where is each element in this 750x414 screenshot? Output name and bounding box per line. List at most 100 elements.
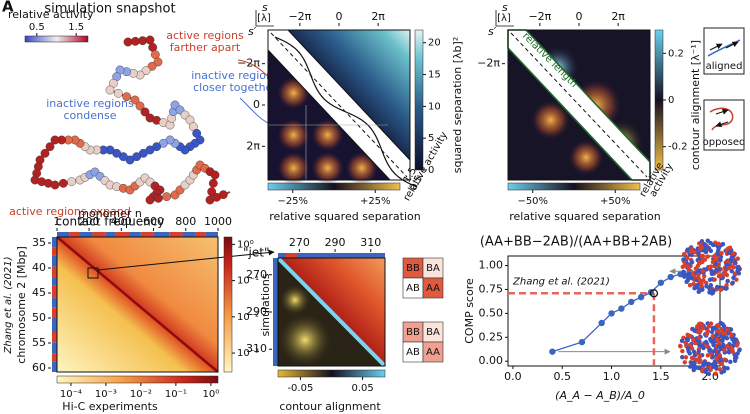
globe-bead <box>711 349 717 354</box>
globe-bead <box>719 251 724 256</box>
globe-bead <box>721 336 726 341</box>
data-point <box>578 338 586 346</box>
colorbar <box>24 35 89 43</box>
globe-bead <box>685 337 690 343</box>
globe-bead <box>726 266 732 271</box>
colorbar-tick-label: -0.05 <box>287 383 313 394</box>
annotation: inactive regions <box>191 69 279 82</box>
icon-arrow <box>709 43 723 51</box>
monomer <box>207 187 217 197</box>
globe-bead <box>706 361 711 367</box>
x-tick-label: 1 <box>54 215 61 228</box>
monomer <box>138 36 148 46</box>
colorbar-label: Hi-C experiments <box>62 400 158 413</box>
colorbar-tick-label: +25% <box>360 196 391 207</box>
compartment-bar <box>278 253 385 258</box>
y-tick-label: 2π <box>246 139 260 152</box>
globe-bead <box>691 281 696 287</box>
axis-label: chromosome 2 [Mbp] <box>15 246 28 363</box>
x-tick-label: 2π <box>611 10 625 23</box>
data-point <box>618 305 625 312</box>
compartment-bar <box>52 342 57 354</box>
monomer <box>210 170 220 180</box>
icon-curve <box>707 39 741 57</box>
globe-bead <box>730 349 735 355</box>
heatmap-blob <box>568 139 605 176</box>
globe-bead <box>683 355 689 360</box>
monomer <box>50 180 60 190</box>
monomer <box>141 66 151 76</box>
y-tick-label: 50 <box>32 311 46 324</box>
colorbar-tick-label: -0.2 <box>668 142 688 153</box>
colorbar-tick-label: 15 <box>428 70 441 81</box>
compartment-bar <box>114 232 130 237</box>
compartment-label: BA <box>426 263 440 274</box>
globe-bead <box>692 360 697 366</box>
unit-bracket <box>255 10 274 27</box>
colorbar-label: simulations <box>259 273 272 336</box>
globe-bead <box>696 260 702 265</box>
compartment-bar <box>182 232 196 237</box>
globe-bead <box>689 360 694 365</box>
colorbar-label: relative squared separation <box>269 210 421 223</box>
heatmap-blob <box>530 100 571 140</box>
compartment-bar <box>52 307 57 318</box>
colorbar-label: relative squared separation <box>509 210 661 223</box>
compartment-bar <box>52 266 57 278</box>
globe-bead <box>709 291 715 296</box>
globe-bead <box>697 360 702 365</box>
colorbar-tick-label: −25% <box>277 196 308 207</box>
monomer <box>58 178 68 188</box>
x-tick-label: 0.0 <box>504 370 522 383</box>
compartment-label: BB <box>406 263 420 274</box>
annotation: farther apart <box>170 41 241 54</box>
globe-bead <box>728 257 734 262</box>
colorbar <box>414 29 424 171</box>
globe-bead <box>684 279 689 285</box>
compartment-bar <box>52 318 57 332</box>
globe-bead <box>706 264 712 270</box>
compartment-bar <box>57 232 70 237</box>
y-tick-label: 40 <box>32 261 46 274</box>
colorbar-tick-label: 10⁻¹ <box>165 389 187 400</box>
globe-bead <box>712 277 717 282</box>
globe-bead <box>731 275 736 281</box>
globe-bead <box>702 360 707 365</box>
globe-bead <box>699 324 705 329</box>
compartment-bar <box>52 237 57 248</box>
globe-bead <box>723 286 729 291</box>
colorbar-tick-label: 10 <box>428 101 441 112</box>
panel-label: A <box>2 0 14 16</box>
globe-bead <box>704 331 709 337</box>
zoom-arrow <box>97 249 275 271</box>
panel-title: simulation snapshot <box>44 2 175 17</box>
data-point <box>608 310 615 317</box>
reference-point <box>649 289 659 298</box>
compartment-bar <box>69 232 80 237</box>
data-point <box>598 319 605 327</box>
globe-bead <box>732 358 738 363</box>
compartment-label: BA <box>426 327 440 338</box>
x-tick-label: 2π <box>371 10 385 23</box>
globe-bead <box>710 242 716 248</box>
monomer <box>150 50 160 60</box>
annotation: closer together <box>193 81 277 94</box>
globe-bead <box>707 277 713 282</box>
band-centre <box>270 32 408 178</box>
colorbar <box>654 29 664 171</box>
globe-bead <box>725 366 730 371</box>
compartment-bar <box>52 297 57 308</box>
monomer <box>153 57 163 67</box>
y-tick-label: 290 <box>246 305 267 318</box>
globe-bead <box>691 338 696 343</box>
y-tick-label: 0 <box>253 98 260 111</box>
colorbar-tick-label: 0 <box>668 95 674 106</box>
compartment-bar <box>92 232 106 237</box>
colorbar <box>223 236 233 373</box>
globe-bead <box>717 344 723 350</box>
compartment-bar <box>205 232 218 237</box>
globe-bead <box>686 267 692 272</box>
compartment-bar <box>52 247 57 256</box>
colorbar-tick-label: 0.5 <box>29 22 45 33</box>
globe-bead <box>690 271 695 277</box>
